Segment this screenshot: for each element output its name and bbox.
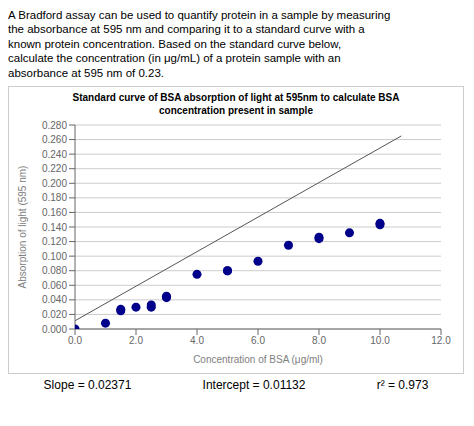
html-text:Intercept = 0.01132: Intercept = 0.01132 <box>202 377 306 392</box>
svg-text:0.240: 0.240 <box>42 149 67 160</box>
svg-text:0.000: 0.000 <box>42 323 67 334</box>
svg-text:4.0: 4.0 <box>190 335 204 346</box>
svg-text:0.180: 0.180 <box>42 192 67 203</box>
svg-text:0.060: 0.060 <box>42 280 67 291</box>
html-text:concentration present in sampl: concentration present in sample <box>159 104 313 116</box>
html-text:r² = 0.973: r² = 0.973 <box>376 377 429 392</box>
svg-text:Concentration of BSA (μg/ml): Concentration of BSA (μg/ml) <box>193 354 323 365</box>
svg-text:0.260: 0.260 <box>42 134 67 145</box>
svg-text:0.120: 0.120 <box>42 236 67 247</box>
svg-text:0.100: 0.100 <box>42 251 67 262</box>
svg-text:0.040: 0.040 <box>42 294 67 305</box>
html-text:absorbance at 595 nm of 0.23.: absorbance at 595 nm of 0.23. <box>8 66 164 79</box>
svg-text:8.0: 8.0 <box>312 335 326 346</box>
html-text:Standard curve of BSA absorpti: Standard curve of BSA absorption of ligh… <box>72 91 400 103</box>
html-text:calculate the concentration (i: calculate the concentration (in μg/mL) o… <box>8 52 341 65</box>
svg-text:0.140: 0.140 <box>42 221 67 232</box>
svg-text:2.0: 2.0 <box>129 335 143 346</box>
svg-text:Absorption of light (595 nm): Absorption of light (595 nm) <box>17 165 28 288</box>
svg-text:10.0: 10.0 <box>370 335 390 346</box>
svg-text:0.160: 0.160 <box>42 207 67 218</box>
svg-text:0.280: 0.280 <box>42 119 67 130</box>
svg-text:12.0: 12.0 <box>431 335 451 346</box>
html-text:Slope = 0.02371: Slope = 0.02371 <box>43 377 132 392</box>
svg-text:0.200: 0.200 <box>42 178 67 189</box>
svg-text:0.0: 0.0 <box>68 335 82 346</box>
svg-text:0.080: 0.080 <box>42 265 67 276</box>
html-text:known protein concentration. B: known protein concentration. Based on th… <box>8 37 342 50</box>
html-text:A Bradford assay can be used t: A Bradford assay can be used to quantify… <box>8 9 391 21</box>
svg-text:0.020: 0.020 <box>42 309 67 320</box>
svg-text:0.220: 0.220 <box>42 163 67 174</box>
html-text:the absorbance at 595 nm and c: the absorbance at 595 nm and comparing i… <box>8 23 365 36</box>
svg-text:6.0: 6.0 <box>251 335 265 346</box>
